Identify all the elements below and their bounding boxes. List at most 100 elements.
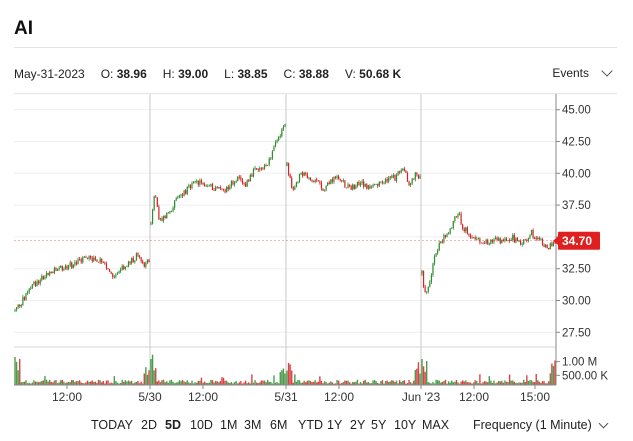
volume-bar: [211, 380, 214, 385]
volume-bar: [308, 380, 310, 385]
volume-bar: [487, 382, 489, 385]
volume-bar: [501, 380, 503, 385]
volume-bar: [328, 382, 330, 385]
frequency-dropdown[interactable]: Frequency (1 Minute): [473, 418, 609, 432]
candle-body: [19, 304, 21, 307]
volume-bar: [507, 382, 509, 385]
volume-bar: [372, 380, 374, 385]
volume-bar: [232, 383, 234, 385]
volume-bar: [491, 382, 494, 385]
events-dropdown[interactable]: Events: [552, 65, 613, 80]
volume-bar: [137, 381, 139, 385]
candle-body: [97, 261, 100, 263]
candle-body: [292, 187, 294, 190]
volume-bar: [241, 383, 244, 385]
candle-body: [39, 280, 41, 284]
chart-top-divider: [14, 93, 617, 94]
volume-bar: [72, 380, 75, 385]
candle-body: [194, 181, 196, 183]
candle-body: [363, 181, 365, 187]
volume-bar: [409, 382, 412, 385]
volume-bar: [145, 367, 147, 385]
candle-body: [355, 185, 357, 189]
volume-bar: [471, 383, 473, 385]
candle-body: [419, 176, 421, 179]
volume-bar: [485, 381, 487, 385]
candle-body: [331, 179, 333, 182]
candle-body: [322, 188, 324, 191]
volume-bar: [266, 379, 269, 385]
candle-body: [208, 185, 210, 187]
volume-bar: [370, 383, 373, 385]
candle-body: [17, 304, 19, 308]
volume-bar: [325, 382, 327, 385]
volume-bar: [101, 382, 103, 385]
candle-body: [375, 183, 377, 185]
volume-bar: [331, 382, 334, 385]
candle-body: [153, 196, 155, 210]
volume-bar: [166, 381, 168, 385]
candle-body: [158, 206, 160, 220]
range-button-1m[interactable]: 1M: [220, 418, 238, 432]
candle-body: [438, 243, 440, 251]
range-button-max[interactable]: MAX: [422, 418, 450, 432]
candle-body: [218, 187, 220, 189]
candle-body: [287, 162, 290, 175]
range-button-1y[interactable]: 1Y: [327, 418, 343, 432]
range-button-3m[interactable]: 3M: [244, 418, 262, 432]
volume-bar: [112, 383, 114, 385]
last-price-pointer: [553, 235, 559, 246]
candle-body: [224, 189, 226, 193]
candle-body: [521, 244, 523, 245]
volume-bar: [86, 380, 89, 385]
volume-bar: [102, 381, 104, 385]
candle-body: [80, 259, 82, 263]
volume-bar: [341, 383, 343, 385]
candle-body: [215, 187, 217, 191]
volume-bar: [104, 383, 106, 385]
candle-body: [430, 274, 432, 283]
last-price-badge: [558, 231, 600, 250]
volume-bar: [82, 382, 84, 385]
volume-bar: [342, 382, 345, 385]
candle-body: [303, 172, 305, 176]
candle-body: [429, 282, 431, 287]
volume-bar: [63, 381, 65, 385]
range-button-2y[interactable]: 2Y: [350, 418, 366, 432]
range-button-6m[interactable]: 6M: [270, 418, 288, 432]
range-button-5y[interactable]: 5Y: [371, 418, 387, 432]
candle-body: [529, 235, 531, 239]
range-button-today[interactable]: TODAY: [91, 418, 133, 432]
candle-body: [367, 185, 369, 189]
candle-body: [102, 262, 104, 264]
volume-bar: [186, 380, 188, 385]
candle-body: [60, 265, 62, 268]
volume-bar: [64, 383, 67, 385]
volume-bar: [243, 382, 245, 385]
volume-bar: [452, 382, 454, 385]
candle-body: [246, 180, 248, 187]
candle-body: [150, 223, 152, 225]
volume-bar: [202, 382, 204, 385]
range-button-5d[interactable]: 5D: [165, 418, 181, 432]
volume-bar: [184, 382, 187, 385]
range-button-10y[interactable]: 10Y: [394, 418, 417, 432]
candle-body: [189, 185, 192, 189]
candle-body: [485, 239, 487, 244]
price-chart[interactable]: 45.0042.5040.0037.5035.0032.5030.0027.50…: [0, 0, 633, 415]
range-button-2d[interactable]: 2D: [141, 418, 157, 432]
range-button-10d[interactable]: 10D: [190, 418, 213, 432]
range-button-ytd[interactable]: YTD: [298, 418, 323, 432]
candle-body: [58, 267, 60, 270]
candle-body: [148, 259, 150, 263]
candle-body: [344, 180, 346, 188]
volume-bar: [273, 375, 275, 385]
candle-body: [260, 168, 262, 170]
candle-body: [377, 183, 379, 186]
volume-bar: [69, 382, 71, 385]
candle-body: [240, 177, 242, 180]
volume-bar: [402, 381, 404, 385]
volume-bar: [56, 383, 59, 385]
candle-body: [135, 253, 137, 261]
volume-bar: [527, 380, 530, 385]
